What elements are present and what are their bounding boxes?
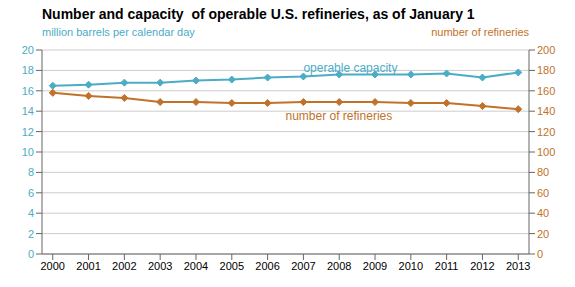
svg-text:14: 14 <box>22 105 34 117</box>
svg-text:8: 8 <box>28 166 34 178</box>
svg-text:200: 200 <box>537 44 555 56</box>
svg-text:2012: 2012 <box>470 260 494 272</box>
html-text:Number and capacity of operabl: Number and capacity of operable U.S. ref… <box>42 6 475 22</box>
svg-text:2000: 2000 <box>41 260 65 272</box>
svg-text:180: 180 <box>537 64 555 76</box>
svg-text:2010: 2010 <box>399 260 423 272</box>
svg-text:120: 120 <box>537 126 555 138</box>
svg-text:operable capacity: operable capacity <box>303 61 397 75</box>
svg-text:18: 18 <box>22 64 34 76</box>
svg-text:10: 10 <box>22 146 34 158</box>
svg-text:100: 100 <box>537 146 555 158</box>
svg-text:60: 60 <box>537 187 549 199</box>
svg-text:6: 6 <box>28 187 34 199</box>
svg-text:0: 0 <box>537 248 543 260</box>
svg-text:2004: 2004 <box>184 260 208 272</box>
svg-text:20: 20 <box>537 228 549 240</box>
svg-text:2011: 2011 <box>435 260 459 272</box>
svg-text:140: 140 <box>537 105 555 117</box>
svg-text:2013: 2013 <box>506 260 530 272</box>
svg-text:0: 0 <box>28 248 34 260</box>
svg-text:16: 16 <box>22 85 34 97</box>
svg-text:2007: 2007 <box>291 260 315 272</box>
svg-text:2008: 2008 <box>327 260 351 272</box>
svg-text:2009: 2009 <box>363 260 387 272</box>
svg-text:2005: 2005 <box>220 260 244 272</box>
svg-text:20: 20 <box>22 44 34 56</box>
svg-text:160: 160 <box>537 85 555 97</box>
svg-text:number of refineries: number of refineries <box>286 109 393 123</box>
svg-text:40: 40 <box>537 207 549 219</box>
html-text:number of refineries: number of refineries <box>431 26 529 38</box>
svg-text:80: 80 <box>537 166 549 178</box>
svg-text:2003: 2003 <box>148 260 172 272</box>
svg-text:2: 2 <box>28 228 34 240</box>
svg-text:2001: 2001 <box>76 260 100 272</box>
svg-text:4: 4 <box>28 207 34 219</box>
html-text:million barrels per calendar d: million barrels per calendar day <box>42 26 195 38</box>
svg-text:12: 12 <box>22 126 34 138</box>
svg-text:2006: 2006 <box>255 260 279 272</box>
svg-text:2002: 2002 <box>112 260 136 272</box>
